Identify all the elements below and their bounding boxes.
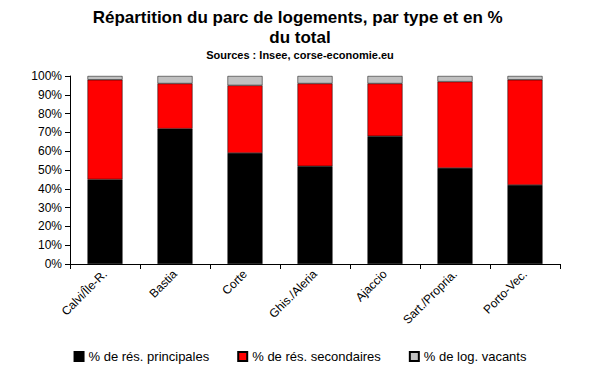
svg-text:80%: 80% <box>38 107 62 121</box>
svg-text:% de rés. secondaires: % de rés. secondaires <box>252 349 381 364</box>
svg-text:60%: 60% <box>38 144 62 158</box>
svg-text:Ghis./Aleria: Ghis./Aleria <box>266 267 320 321</box>
svg-text:Corte: Corte <box>219 267 250 298</box>
svg-text:Calvi/Île-R.: Calvi/Île-R. <box>58 266 110 318</box>
svg-text:Sart./Propria.: Sart./Propria. <box>400 267 460 327</box>
svg-text:50%: 50% <box>38 163 62 177</box>
svg-text:du total: du total <box>269 28 330 47</box>
svg-text:% de log. vacants: % de log. vacants <box>424 349 527 364</box>
svg-text:Porto-Vec.: Porto-Vec. <box>480 267 529 316</box>
svg-text:90%: 90% <box>38 88 62 102</box>
svg-text:Bastia: Bastia <box>146 267 180 301</box>
svg-text:30%: 30% <box>38 201 62 215</box>
svg-text:Sources : Insee, corse-economi: Sources : Insee, corse-economie.eu <box>206 49 394 61</box>
svg-text:Ajaccio: Ajaccio <box>353 267 390 304</box>
svg-text:70%: 70% <box>38 125 62 139</box>
svg-text:100%: 100% <box>31 69 62 83</box>
svg-text:0%: 0% <box>45 257 63 271</box>
svg-text:Répartition du parc de logemen: Répartition du parc de logements, par ty… <box>93 8 508 27</box>
svg-text:20%: 20% <box>38 219 62 233</box>
svg-text:10%: 10% <box>38 238 62 252</box>
svg-text:40%: 40% <box>38 182 62 196</box>
svg-text:% de rés. principales: % de rés. principales <box>89 349 210 364</box>
